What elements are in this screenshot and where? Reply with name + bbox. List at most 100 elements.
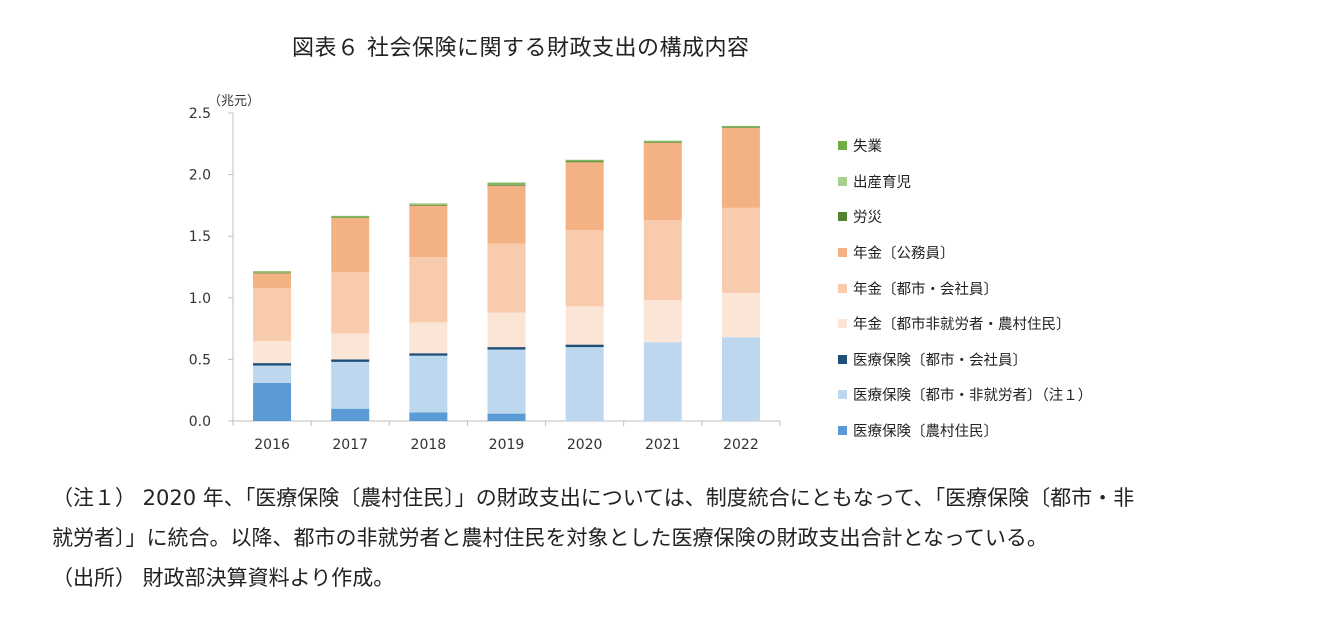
bar-segment: [487, 184, 526, 186]
x-tick-label: 2018: [411, 437, 447, 453]
bar-segment: [253, 271, 292, 273]
footnotes: （注１） 2020 年、「医療保険〔農村住民〕」の財政支出については、制度統合に…: [52, 478, 1134, 598]
legend-label: 医療保険〔都市・会社員〕: [853, 352, 1027, 369]
x-tick-label: 2022: [723, 437, 759, 453]
bar-segment: [409, 257, 448, 323]
bar-segment: [409, 203, 448, 205]
y-tick-label: 1.0: [189, 291, 211, 307]
bar-segment: [331, 359, 370, 362]
bar-segment: [409, 204, 448, 205]
bar-segment: [721, 127, 760, 128]
legend-swatch: [838, 354, 847, 364]
bar-segment: [331, 361, 370, 409]
bar-segment: [409, 353, 448, 356]
bar-segment: [565, 347, 604, 421]
bar-segment: [565, 230, 604, 307]
bar-segment: [409, 204, 448, 206]
legend-label: 年金〔都市・会社員〕: [853, 281, 998, 298]
legend-label: 医療保険〔農村住民〕: [853, 424, 998, 441]
bar-segment: [487, 182, 526, 184]
bar-segment: [565, 159, 604, 161]
legend-swatch: [838, 319, 847, 329]
bar-segment: [721, 125, 760, 127]
bar-segment: [643, 220, 682, 301]
legend-label: 医療保険〔都市・非就労者〕（注１）: [853, 388, 1093, 405]
x-tick-label: 2019: [489, 437, 525, 453]
bar-segment: [643, 300, 682, 343]
y-tick-label: 0.5: [189, 352, 211, 368]
legend-swatch: [838, 212, 847, 222]
bar-segment: [643, 141, 682, 143]
bar-segment: [643, 140, 682, 142]
bar-segment: [331, 217, 370, 218]
bar-segment: [331, 271, 370, 334]
bar-segment: [643, 342, 682, 421]
legend-item: 医療保険〔農村住民〕: [838, 413, 1092, 449]
footnote-1-line-1: （注１） 2020 年、「医療保険〔農村住民〕」の財政支出については、制度統合に…: [52, 486, 1135, 510]
y-tick-label: 1.5: [189, 229, 211, 245]
bar-segment: [487, 347, 526, 350]
bar-segment: [487, 243, 526, 313]
legend-swatch: [838, 390, 847, 400]
bar-segment: [565, 162, 604, 231]
legend-item: 年金〔都市・会社員〕: [838, 270, 1092, 306]
legend-swatch: [838, 141, 847, 151]
legend-item: 医療保険〔都市・会社員〕: [838, 342, 1092, 378]
bar-segment: [487, 413, 526, 421]
bar-segment: [253, 340, 292, 364]
y-tick-label: 2.5: [189, 106, 211, 122]
legend-swatch: [838, 248, 847, 258]
bar-segment: [253, 382, 292, 421]
bar-segment: [721, 127, 760, 208]
bar-segment: [409, 205, 448, 258]
y-tick-label: 0.0: [189, 414, 211, 430]
bar-segment: [565, 161, 604, 163]
legend-item: 出産育児: [838, 164, 1092, 200]
legend-swatch: [838, 426, 847, 436]
legend-swatch: [838, 283, 847, 293]
legend-item: 失業: [838, 128, 1092, 164]
bar-segment: [253, 272, 292, 274]
x-tick-label: 2020: [567, 437, 603, 453]
bar-segment: [487, 183, 526, 185]
bar-segment: [721, 207, 760, 293]
bar-segment: [721, 292, 760, 338]
bar-segment: [253, 363, 292, 366]
bar-segment: [331, 215, 370, 217]
legend-label: 出産育児: [853, 174, 911, 191]
legend-label: 年金〔都市非就労者・農村住民〕: [853, 317, 1071, 334]
bar-segment: [487, 312, 526, 348]
y-tick-label: 2.0: [189, 168, 211, 184]
legend-item: 年金〔公務員〕: [838, 235, 1092, 271]
bar-segment: [721, 126, 760, 128]
bar-segment: [331, 408, 370, 421]
chart-title: 図表６ 社会保険に関する財政支出の構成内容: [292, 36, 750, 61]
bar-segment: [409, 322, 448, 354]
bar-segment: [487, 185, 526, 244]
stacked-bar-chart: 0.0 0.5 1.0 1.5 2.0 2.5 2016 2017 2018 2019 2020 20…: [189, 106, 781, 453]
bar-segment: [643, 141, 682, 143]
bar-segment: [331, 217, 370, 272]
legend-item: 年金〔都市非就労者・農村住民〕: [838, 306, 1092, 342]
legend-item: 医療保険〔都市・非就労者〕（注１）: [838, 377, 1092, 413]
bar-segment: [721, 337, 760, 421]
x-tick-label: 2016: [254, 437, 290, 453]
y-axis-unit-label: （兆元）: [208, 94, 261, 109]
bar-segment: [253, 271, 292, 273]
bar-segment: [253, 365, 292, 383]
legend-label: 失業: [853, 139, 882, 156]
legend-label: 労災: [853, 210, 882, 227]
bar-segment: [487, 349, 526, 414]
legend-swatch: [838, 176, 847, 186]
bar-segment: [253, 287, 292, 341]
chart-legend: 失業出産育児労災年金〔公務員〕年金〔都市・会社員〕年金〔都市非就労者・農村住民〕…: [838, 128, 1092, 448]
legend-item: 労災: [838, 199, 1092, 235]
bar-segment: [253, 273, 292, 288]
x-tick-label: 2017: [332, 437, 368, 453]
footnote-1-line-2: 就労者〕」に統合。以降、都市の非就労者と農村住民を対象とした医療保険の財政支出合…: [52, 526, 1048, 550]
bar-segment: [643, 142, 682, 221]
bar-segment: [331, 216, 370, 218]
bar-segment: [331, 333, 370, 360]
x-tick-label: 2021: [645, 437, 681, 453]
source-note: （出所） 財政部決算資料より作成。: [52, 566, 395, 590]
